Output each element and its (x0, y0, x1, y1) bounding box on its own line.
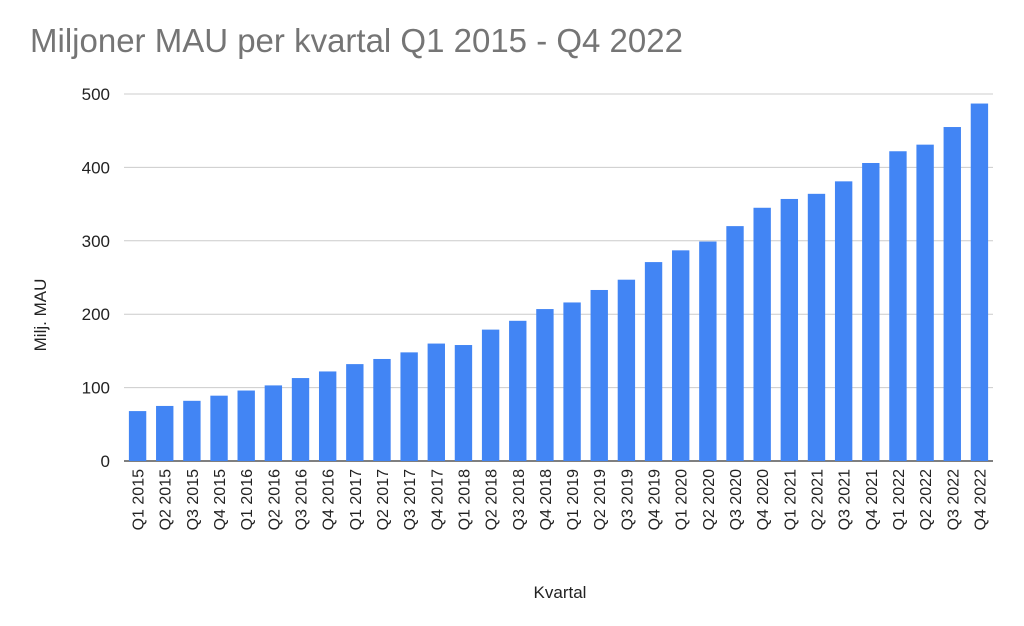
bar (128, 411, 147, 461)
bar (699, 241, 717, 461)
x-tick-label: Q3 2019 (619, 469, 636, 530)
y-tick-label: 400 (82, 158, 110, 177)
bar (454, 345, 473, 461)
bar (563, 302, 581, 461)
bar (536, 309, 554, 461)
bar (807, 193, 826, 461)
x-tick-label: Q4 2015 (212, 469, 229, 530)
bar (373, 358, 391, 461)
bar (346, 364, 364, 461)
bar (834, 181, 853, 461)
x-tick-label: Q1 2020 (674, 469, 691, 530)
x-tick-label: Q1 2015 (131, 469, 148, 530)
bar (644, 262, 663, 461)
x-tick-label: Q1 2018 (456, 469, 473, 530)
y-tick-label: 500 (82, 85, 110, 104)
bar (237, 390, 255, 461)
bar (862, 162, 880, 461)
x-tick-label: Q4 2021 (864, 469, 881, 530)
bars (128, 103, 989, 462)
x-tick-label: Q3 2018 (511, 469, 528, 530)
bar (291, 378, 310, 461)
x-tick-label: Q2 2017 (375, 469, 392, 530)
x-tick-label: Q1 2021 (782, 469, 799, 530)
bar (481, 329, 500, 461)
x-tick-label: Q2 2021 (809, 469, 826, 530)
x-tick-label: Q3 2022 (945, 469, 962, 530)
x-tick-label: Q2 2015 (158, 469, 175, 530)
bar (970, 103, 989, 462)
y-tick-label: 100 (82, 379, 110, 398)
x-tick-label: Q3 2015 (185, 469, 202, 530)
bar (780, 198, 799, 461)
y-tick-label: 200 (82, 305, 110, 324)
x-tick-label: Q3 2021 (837, 469, 854, 530)
x-tick-label: Q3 2017 (402, 469, 419, 530)
bar (726, 226, 744, 461)
x-tick-label: Q1 2017 (348, 469, 365, 530)
x-tick-label: Q3 2016 (294, 469, 311, 530)
bar (889, 151, 907, 461)
bar (617, 279, 636, 461)
x-tick-label: Q2 2016 (266, 469, 283, 530)
bar (264, 385, 283, 461)
x-tick-label: Q4 2020 (755, 469, 772, 530)
x-tick-label: Q1 2016 (239, 469, 256, 530)
y-axis-ticks: 0 100 200 300 400 500 (82, 85, 110, 471)
bar (590, 289, 608, 461)
x-tick-label: Q2 2020 (701, 469, 718, 530)
x-tick-label: Q3 2020 (728, 469, 745, 530)
x-tick-label: Q4 2016 (321, 469, 338, 530)
bar (183, 400, 201, 461)
x-tick-label: Q4 2018 (538, 469, 555, 530)
bar (427, 343, 445, 461)
bar (318, 371, 337, 461)
bar (156, 405, 174, 461)
x-tick-label: Q1 2019 (565, 469, 582, 530)
bar (672, 250, 690, 461)
x-tick-label: Q2 2018 (484, 469, 501, 530)
bar (916, 144, 934, 461)
x-axis-title: Kvartal (534, 583, 587, 602)
y-tick-label: 0 (101, 452, 110, 471)
x-tick-label: Q2 2022 (918, 469, 935, 530)
bar (509, 320, 527, 461)
bar (943, 127, 961, 461)
chart-title: Miljoner MAU per kvartal Q1 2015 - Q4 20… (30, 22, 683, 59)
x-tick-label: Q2 2019 (592, 469, 609, 530)
x-tick-label: Q4 2022 (972, 469, 989, 530)
x-tick-label: Q4 2019 (647, 469, 664, 530)
bar (753, 207, 771, 461)
y-tick-label: 300 (82, 232, 110, 251)
y-axis-title: Milj. MAU (31, 279, 50, 352)
x-axis-ticks: Q1 2015 Q2 2015 Q3 2015 Q4 2015 Q1 2016 Q2 20… (131, 469, 990, 530)
x-tick-label: Q4 2017 (429, 469, 446, 530)
bar (400, 352, 418, 461)
bar (210, 395, 228, 461)
x-tick-label: Q1 2022 (891, 469, 908, 530)
